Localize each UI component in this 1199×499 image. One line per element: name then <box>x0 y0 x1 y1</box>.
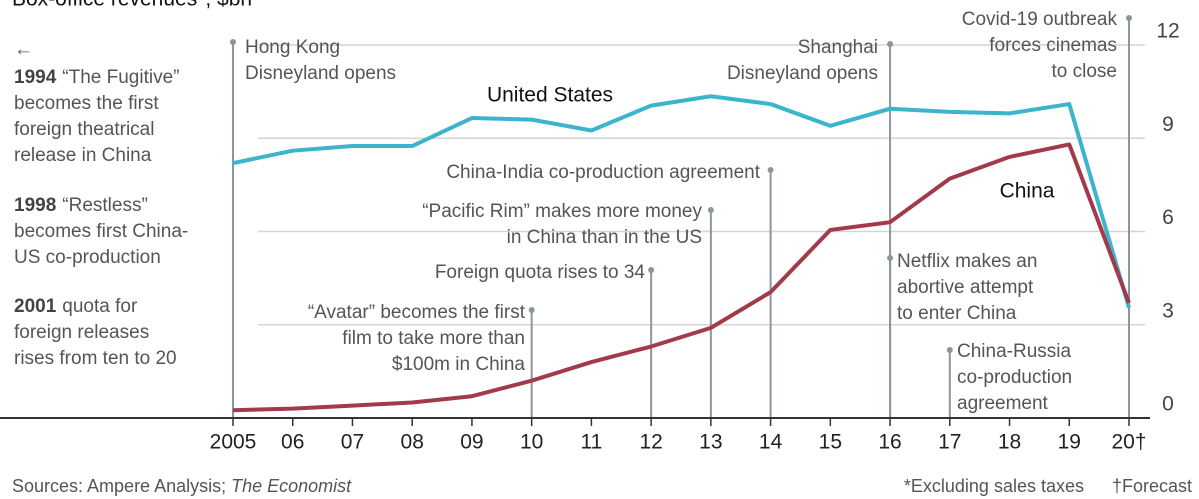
annotation-text: Netflix makes an <box>897 251 1037 272</box>
x-tick-label: 18 <box>998 431 1021 454</box>
note-text: becomes first China- <box>14 221 188 242</box>
note-line: “The Fugitive” <box>62 67 179 88</box>
note-text: rises from ten to 20 <box>14 348 177 369</box>
annotation-text: Disneyland opens <box>727 63 878 84</box>
annotation-text: Shanghai <box>798 37 878 58</box>
annotation-text: $100m in China <box>392 354 526 375</box>
series-line <box>232 94 1131 309</box>
chart-title: Box-office revenues*, $bn <box>12 0 252 11</box>
x-tick-label: 19 <box>1058 431 1081 454</box>
note-year: 1998 <box>14 195 56 216</box>
annotation-text: Disneyland opens <box>245 63 396 84</box>
x-tick-label: 2005 <box>210 431 257 454</box>
note-text: US co-production <box>14 247 161 268</box>
source-text: The Economist <box>231 476 352 496</box>
x-tick-label: 20† <box>1111 431 1146 454</box>
x-tick-label: 10 <box>520 431 543 454</box>
note-text: foreign theatrical <box>14 119 154 140</box>
footnote: †Forecast <box>1112 476 1192 496</box>
annotation-text: “Avatar” becomes the first <box>308 302 526 323</box>
y-tick-label: 0 <box>1162 393 1174 416</box>
annotation-text: China-India co-production agreement <box>446 162 760 183</box>
x-tick-label: 09 <box>460 431 483 454</box>
annotation-text: to enter China <box>897 303 1017 324</box>
annotation-dot <box>230 39 236 45</box>
x-tick-label: 17 <box>938 431 961 454</box>
annotation-text: abortive attempt <box>897 277 1034 298</box>
x-tick-label: 15 <box>819 431 842 454</box>
y-tick-label: 6 <box>1162 206 1174 229</box>
series-line <box>232 142 1131 413</box>
annotation-dot <box>767 167 774 173</box>
annotation-text: film to take more than <box>342 328 525 349</box>
note-text: release in China <box>14 145 152 166</box>
source: Sources: Ampere Analysis; The Economist <box>12 476 352 496</box>
x-tick-label: 06 <box>281 431 304 454</box>
annotation-dot <box>707 207 714 213</box>
annotation-text: in China than in the US <box>507 227 702 248</box>
y-tick-label: 3 <box>1162 299 1174 322</box>
note-text: foreign releases <box>14 322 149 343</box>
annotation-text: agreement <box>957 393 1049 414</box>
y-tick-label: 9 <box>1162 113 1174 136</box>
annotation-dot <box>946 347 953 353</box>
footnote: *Excluding sales taxes <box>904 476 1084 496</box>
x-tick-label: 12 <box>639 431 662 454</box>
x-tick-label: 08 <box>401 431 424 454</box>
note-text: 2001 quota for <box>14 296 138 317</box>
annotation-dot <box>887 41 894 47</box>
note-text: 1998 “Restless” <box>14 195 148 216</box>
x-tick-label: 16 <box>878 431 901 454</box>
x-tick-label: 14 <box>759 431 783 454</box>
x-tick-label: 13 <box>699 431 722 454</box>
note-text: becomes the first <box>14 93 159 114</box>
annotation-text: China-Russia <box>957 341 1071 362</box>
annotation-text: Foreign quota rises to 34 <box>435 262 646 283</box>
note-year: 2001 <box>14 296 57 317</box>
annotation-dot <box>887 255 894 261</box>
annotation-dot <box>648 267 655 273</box>
annotation-text: Covid-19 outbreak <box>962 9 1118 30</box>
annotation-text: to close <box>1052 61 1117 82</box>
series-label: United States <box>487 84 613 107</box>
annotation-text: forces cinemas <box>989 35 1117 56</box>
series-label: China <box>1000 180 1055 203</box>
annotation-dot <box>528 307 535 313</box>
y-tick-label: 12 <box>1156 20 1179 43</box>
arrow: ← <box>14 39 33 60</box>
annotation-text: Hong Kong <box>245 37 340 58</box>
note-year: 1994 <box>14 67 57 88</box>
annotation-text: “Pacific Rim” makes more money <box>422 201 702 222</box>
note-line: “Restless” <box>62 195 148 216</box>
annotation-dot <box>1126 15 1132 21</box>
annotation-text: co-production <box>957 367 1072 388</box>
x-tick-label: 07 <box>341 431 364 454</box>
source-text: Sources: Ampere Analysis; <box>12 476 231 496</box>
note-line: quota for <box>62 296 138 317</box>
note-text: 1994 “The Fugitive” <box>14 67 179 88</box>
x-tick-label: 11 <box>580 431 602 454</box>
